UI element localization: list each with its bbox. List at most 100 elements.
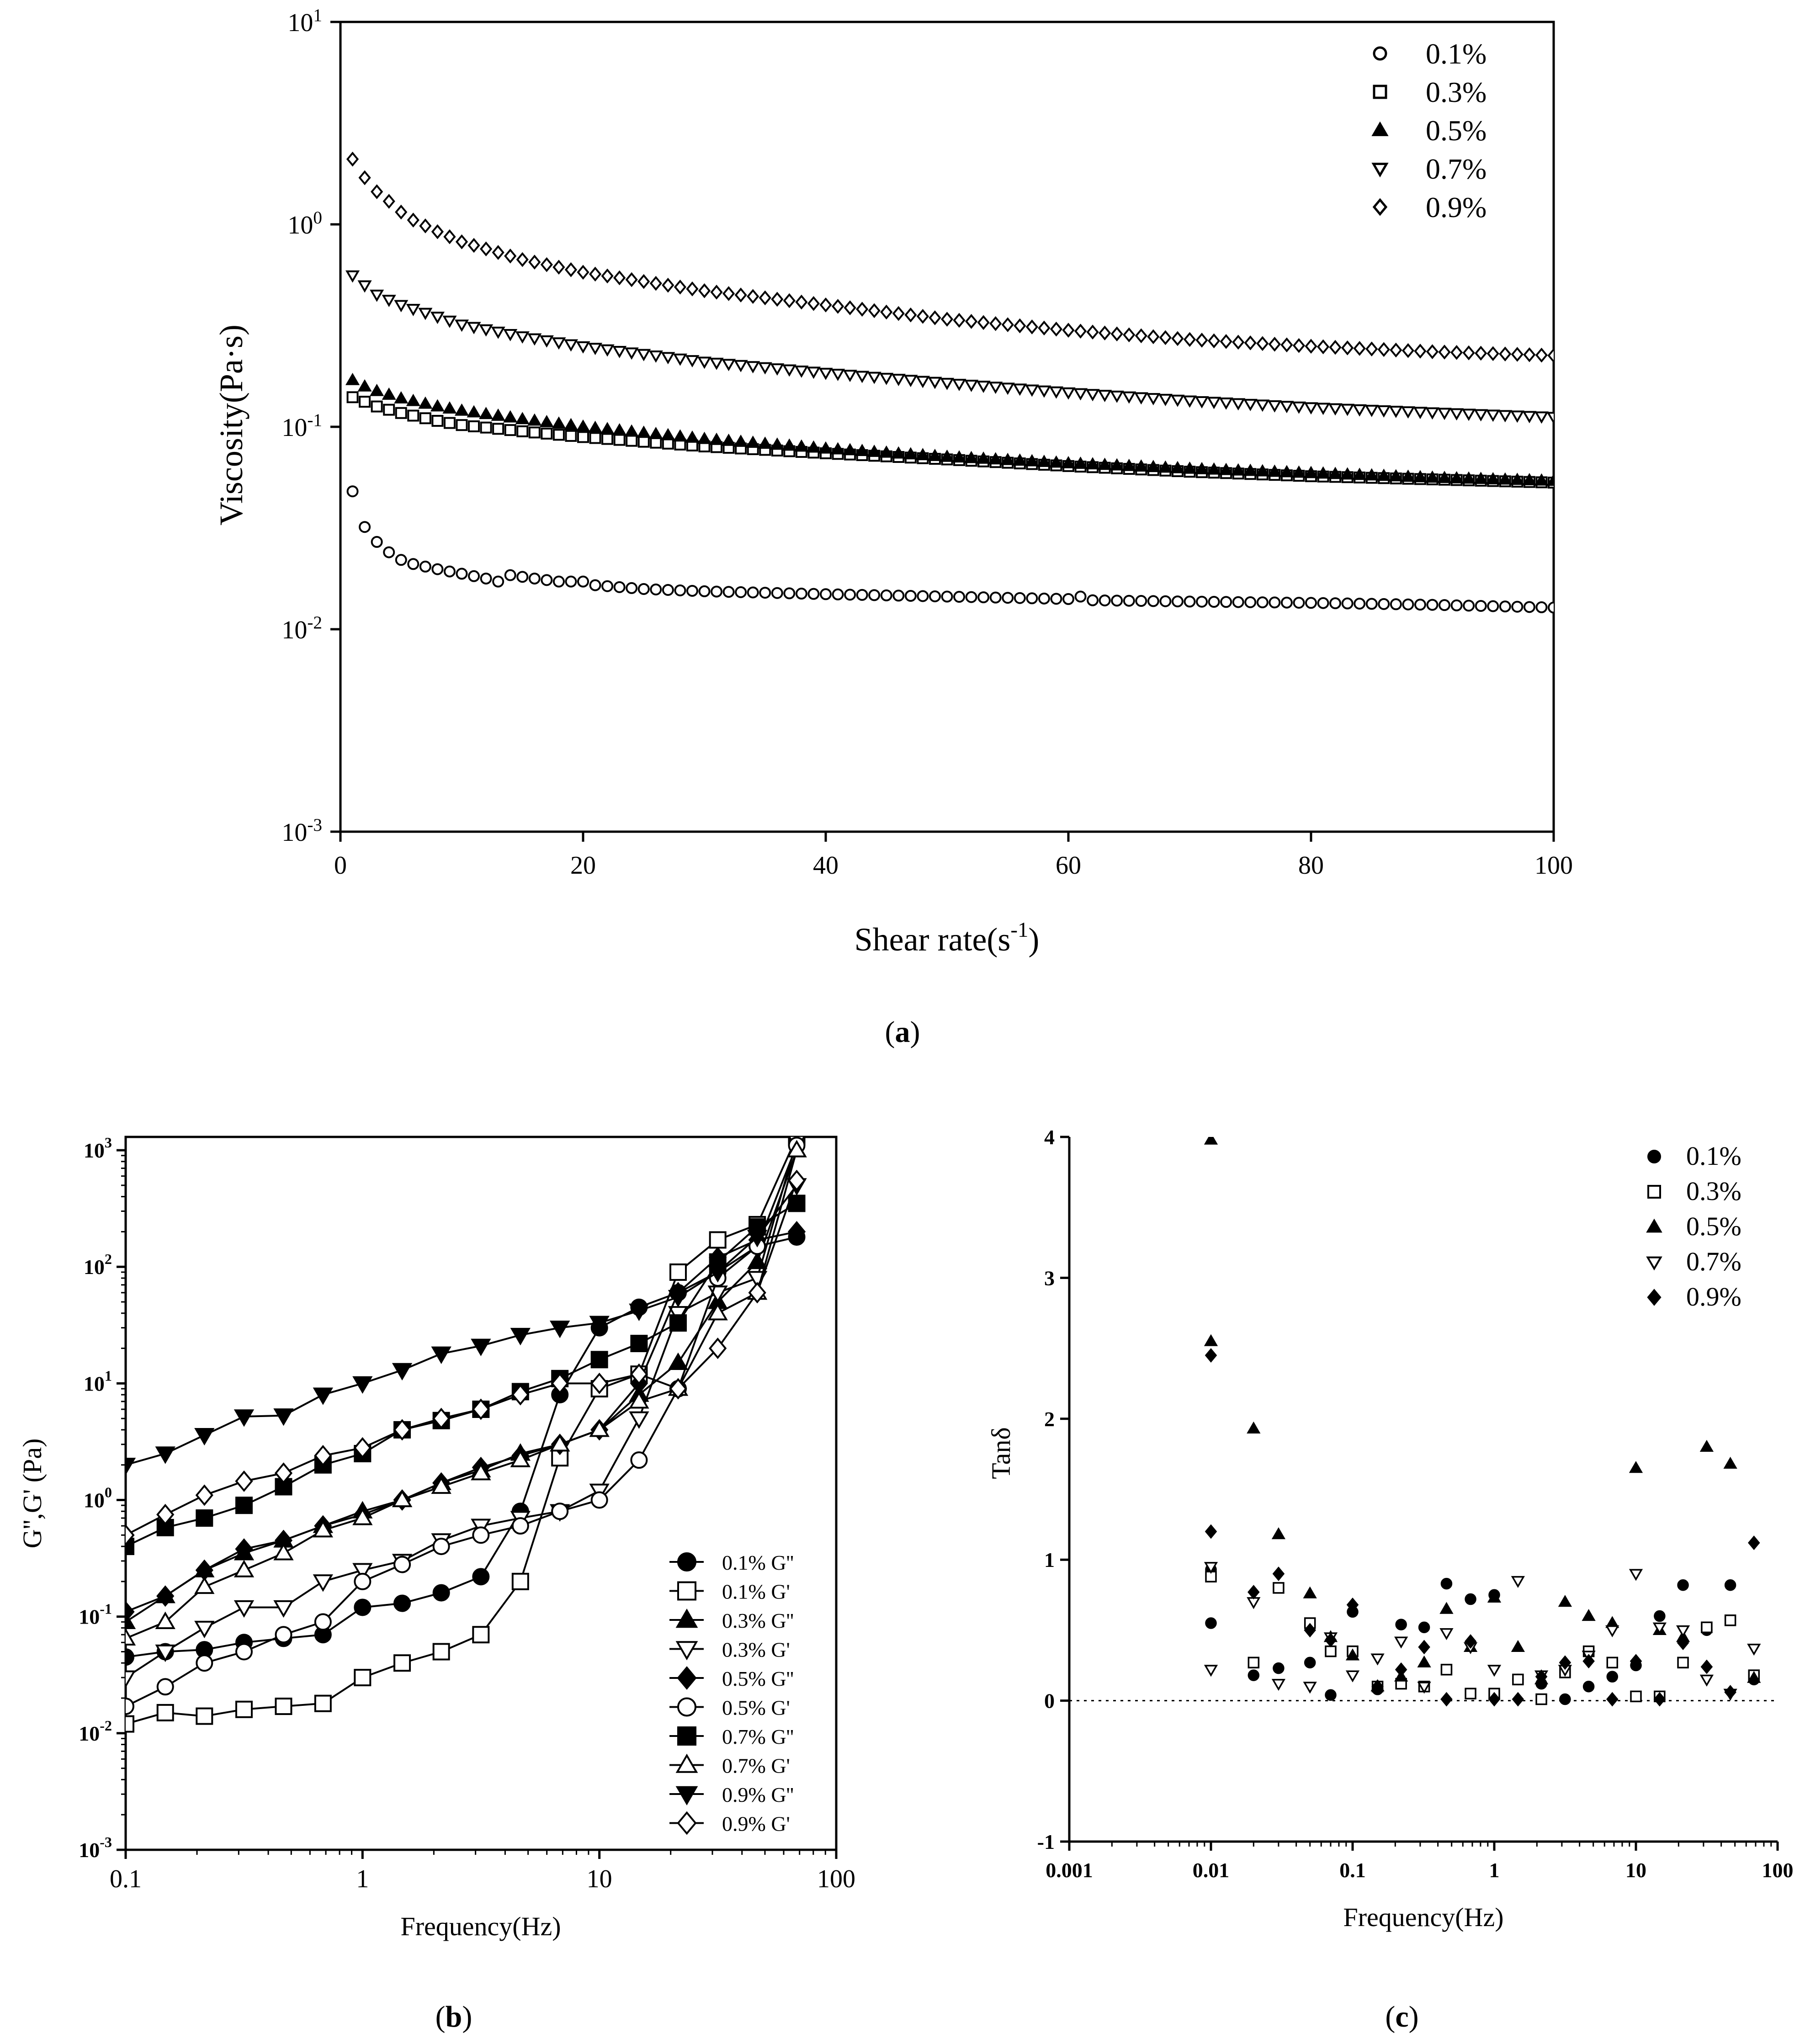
- a-point: [406, 393, 420, 406]
- a-point: [735, 586, 747, 598]
- a-point: [394, 391, 409, 403]
- a-point: [1085, 457, 1100, 470]
- a-point: [1231, 398, 1246, 411]
- b-legend-marker-0-1-g: [677, 1552, 696, 1571]
- a-point: [492, 245, 504, 260]
- b-point: [629, 1391, 649, 1409]
- a-point: [637, 425, 651, 438]
- c-point: [1371, 1679, 1384, 1694]
- a-point: [1268, 336, 1281, 352]
- a-point: [418, 396, 433, 409]
- a-point: [442, 401, 457, 414]
- a-point: [1146, 460, 1161, 473]
- c-point: [1654, 1610, 1666, 1622]
- b-series-0-1-g: [126, 1137, 806, 1733]
- a-point: [1413, 407, 1428, 419]
- a-point: [844, 300, 856, 315]
- a-point: [1061, 456, 1076, 468]
- b-point: [273, 1600, 294, 1618]
- a-point: [1279, 401, 1294, 414]
- a-legend-marker-0-1: [1373, 46, 1387, 61]
- a-point: [1159, 595, 1172, 607]
- a-point: [371, 184, 383, 199]
- a-point: [1220, 596, 1232, 608]
- b-point: [273, 1543, 294, 1561]
- a-point: [370, 383, 384, 396]
- c-point: [1346, 1597, 1359, 1612]
- a-point: [988, 382, 1003, 394]
- a-point: [879, 445, 894, 458]
- b-point: [314, 1613, 332, 1631]
- a-point: [492, 423, 504, 435]
- a-point: [1474, 409, 1488, 422]
- panel-b-xlabel: Frequency(Hz): [400, 1911, 561, 1941]
- a-point: [565, 430, 577, 442]
- b-point: [510, 1327, 531, 1346]
- a-point: [1087, 594, 1099, 606]
- b-legend-marker-0-5-g: [677, 1666, 697, 1690]
- panel-a-ylabel: Viscosity(Pa·s): [213, 324, 250, 526]
- b-point: [352, 1563, 373, 1581]
- a-point: [722, 359, 736, 372]
- c-ytick-label: -1: [1037, 1830, 1055, 1853]
- b-point: [550, 1321, 570, 1338]
- c-legend-marker-0-9: [1647, 1289, 1662, 1306]
- a-point: [504, 569, 516, 581]
- a-point: [903, 447, 918, 460]
- c-point: [1630, 1654, 1642, 1669]
- a-point: [1510, 473, 1524, 485]
- b-point: [275, 1698, 292, 1715]
- c-point: [1629, 1461, 1643, 1473]
- a-point: [807, 588, 820, 600]
- c-legend-marker-0-1: [1647, 1150, 1661, 1163]
- a-point: [504, 424, 516, 436]
- c-point: [1724, 1685, 1736, 1700]
- b-point: [314, 1694, 332, 1712]
- b-point: [669, 1314, 687, 1332]
- a-point: [1086, 324, 1099, 340]
- c-point: [1440, 1692, 1453, 1707]
- a-point: [467, 405, 481, 418]
- a-point: [770, 363, 785, 376]
- a-point: [479, 324, 494, 337]
- b-point: [472, 1626, 490, 1644]
- b-point: [432, 1584, 450, 1602]
- c-point: [1345, 1670, 1360, 1683]
- a-point: [431, 563, 444, 575]
- c-point: [1273, 1582, 1285, 1594]
- a-point: [1499, 346, 1512, 361]
- a-point: [1329, 597, 1342, 610]
- b-line: [126, 1184, 798, 1466]
- c-point: [1417, 1682, 1431, 1694]
- b-point: [431, 1476, 451, 1494]
- c-point: [1700, 1659, 1713, 1674]
- c-point: [1417, 1655, 1431, 1667]
- a-point: [1182, 461, 1197, 474]
- c-point: [1248, 1669, 1260, 1681]
- a-point: [965, 314, 978, 329]
- a-point: [830, 442, 845, 455]
- b-point: [630, 1335, 648, 1353]
- a-point: [782, 438, 796, 451]
- c-legend-label: 0.9%: [1686, 1282, 1741, 1311]
- b-point: [590, 1491, 608, 1509]
- a-point: [1002, 592, 1014, 604]
- b-line: [126, 1150, 798, 1623]
- a-xtick-label: 40: [813, 851, 839, 880]
- b-legend-marker-0-3-g: [675, 1641, 698, 1661]
- b-point: [273, 1408, 294, 1426]
- b-point: [629, 1411, 649, 1429]
- a-point: [357, 379, 372, 392]
- a-point: [1449, 471, 1464, 483]
- a-point: [626, 582, 638, 594]
- a-point: [832, 588, 844, 600]
- b-line: [126, 1231, 797, 1613]
- b-series-0-1-g: [126, 1228, 806, 1666]
- c-point: [1440, 1664, 1453, 1676]
- a-point: [1425, 407, 1440, 420]
- c-legend-marker-0-3: [1647, 1185, 1661, 1199]
- b-point: [234, 1409, 255, 1427]
- b-point: [432, 1407, 451, 1429]
- a-series-0-7: [345, 270, 1554, 425]
- b-point: [126, 1628, 136, 1646]
